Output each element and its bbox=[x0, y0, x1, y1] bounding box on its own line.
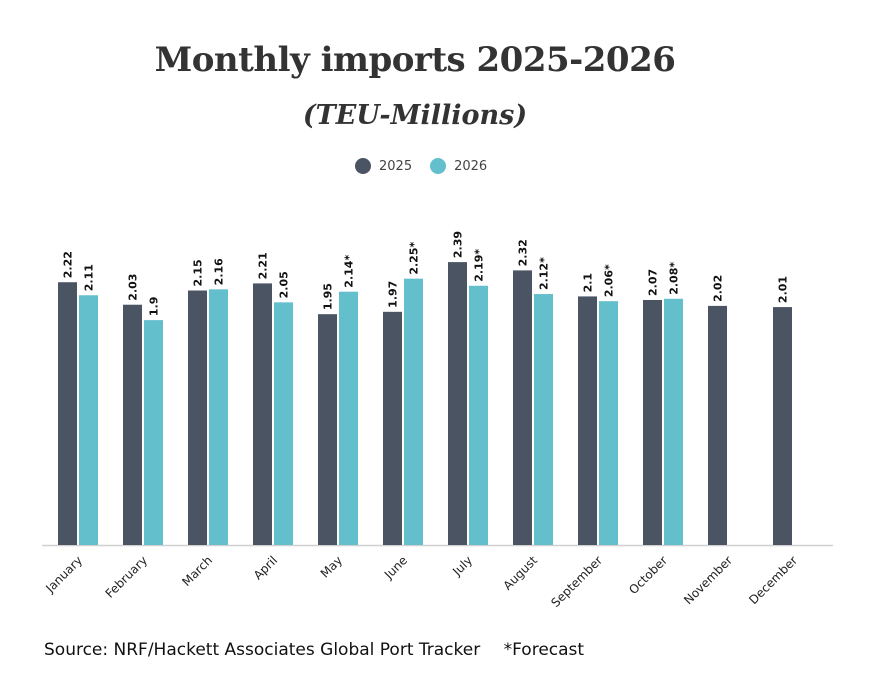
bar-2026-august bbox=[534, 294, 553, 545]
data-label-2025-december: 2.01 bbox=[777, 276, 790, 303]
bar-2025-august bbox=[513, 270, 532, 545]
bar-2025-june bbox=[383, 311, 402, 545]
bar-2026-march bbox=[209, 289, 228, 545]
chart-subtitle: (TEU-Millions) bbox=[302, 100, 528, 131]
bar-2026-september bbox=[599, 301, 618, 545]
data-label-2025-january: 2.22 bbox=[62, 251, 75, 278]
x-tick-label-november: November bbox=[681, 553, 735, 607]
x-tick-label-december: December bbox=[746, 553, 800, 607]
bar-2026-july bbox=[469, 285, 488, 545]
legend-label-2026: 2026 bbox=[454, 158, 488, 174]
bar-2025-february bbox=[123, 304, 142, 545]
data-label-2026-march: 2.16 bbox=[213, 258, 226, 285]
data-label-2026-july: 2.19* bbox=[473, 249, 486, 282]
x-tick-label-july: July bbox=[449, 553, 475, 579]
bar-2025-may bbox=[318, 314, 337, 545]
x-tick-label-june: June bbox=[381, 553, 410, 582]
data-label-2026-october: 2.08* bbox=[668, 262, 681, 295]
x-tick-label-january: January bbox=[42, 553, 85, 596]
legend: 2025 2026 bbox=[355, 158, 487, 174]
bar-2025-november bbox=[708, 305, 727, 545]
bar-2025-july bbox=[448, 262, 467, 545]
data-label-2026-april: 2.05 bbox=[278, 271, 291, 298]
data-label-2025-july: 2.39 bbox=[452, 231, 465, 258]
bar-2025-march bbox=[188, 290, 207, 545]
legend-label-2025: 2025 bbox=[379, 158, 413, 174]
legend-item-2026: 2026 bbox=[430, 158, 487, 174]
data-label-2026-june: 2.25* bbox=[408, 242, 421, 275]
data-label-2025-november: 2.02 bbox=[712, 275, 725, 302]
bar-2026-april bbox=[274, 302, 293, 545]
legend-swatch-2025 bbox=[355, 158, 371, 174]
legend-swatch-2026 bbox=[430, 158, 447, 174]
bar-2026-february bbox=[144, 320, 163, 545]
x-tick-label-august: August bbox=[501, 553, 541, 593]
data-label-2025-february: 2.03 bbox=[127, 274, 140, 301]
data-label-2026-february: 1.9 bbox=[148, 297, 161, 317]
data-label-2025-september: 2.1 bbox=[582, 273, 595, 293]
forecast-note: *Forecast bbox=[503, 640, 585, 660]
source-note: Source: NRF/Hackett Associates Global Po… bbox=[44, 640, 481, 660]
bar-2026-june bbox=[404, 278, 423, 545]
data-label-2026-january: 2.11 bbox=[83, 264, 96, 291]
data-label-2026-september: 2.06* bbox=[603, 264, 616, 297]
bar-2026-may bbox=[339, 291, 358, 545]
chart-title: Monthly imports 2025-2026 bbox=[154, 40, 676, 80]
x-tick-label-february: February bbox=[103, 553, 151, 601]
x-tick-label-october: October bbox=[626, 553, 670, 597]
data-label-2026-august: 2.12* bbox=[538, 257, 551, 290]
data-label-2025-march: 2.15 bbox=[192, 259, 205, 286]
data-label-2025-august: 2.32 bbox=[517, 239, 530, 266]
x-tick-label-may: May bbox=[318, 553, 345, 580]
legend-item-2025: 2025 bbox=[355, 158, 412, 174]
bar-2025-december bbox=[773, 307, 792, 545]
data-label-2025-may: 1.95 bbox=[322, 283, 335, 310]
bar-2026-january bbox=[79, 295, 98, 545]
footer: Source: NRF/Hackett Associates Global Po… bbox=[44, 640, 602, 660]
x-tick-label-september: September bbox=[548, 553, 605, 610]
bar-2025-january bbox=[58, 282, 77, 545]
bar-2025-september bbox=[578, 296, 597, 545]
data-label-2026-may: 2.14* bbox=[343, 255, 356, 288]
bar-2025-october bbox=[643, 299, 662, 545]
x-tick-label-april: April bbox=[251, 553, 280, 582]
data-label-2025-june: 1.97 bbox=[387, 281, 400, 308]
data-label-2025-october: 2.07 bbox=[647, 269, 660, 296]
bar-2025-april bbox=[253, 283, 272, 545]
bar-2026-october bbox=[664, 298, 683, 545]
data-label-2025-april: 2.21 bbox=[257, 252, 270, 279]
x-tick-label-march: March bbox=[179, 553, 215, 589]
